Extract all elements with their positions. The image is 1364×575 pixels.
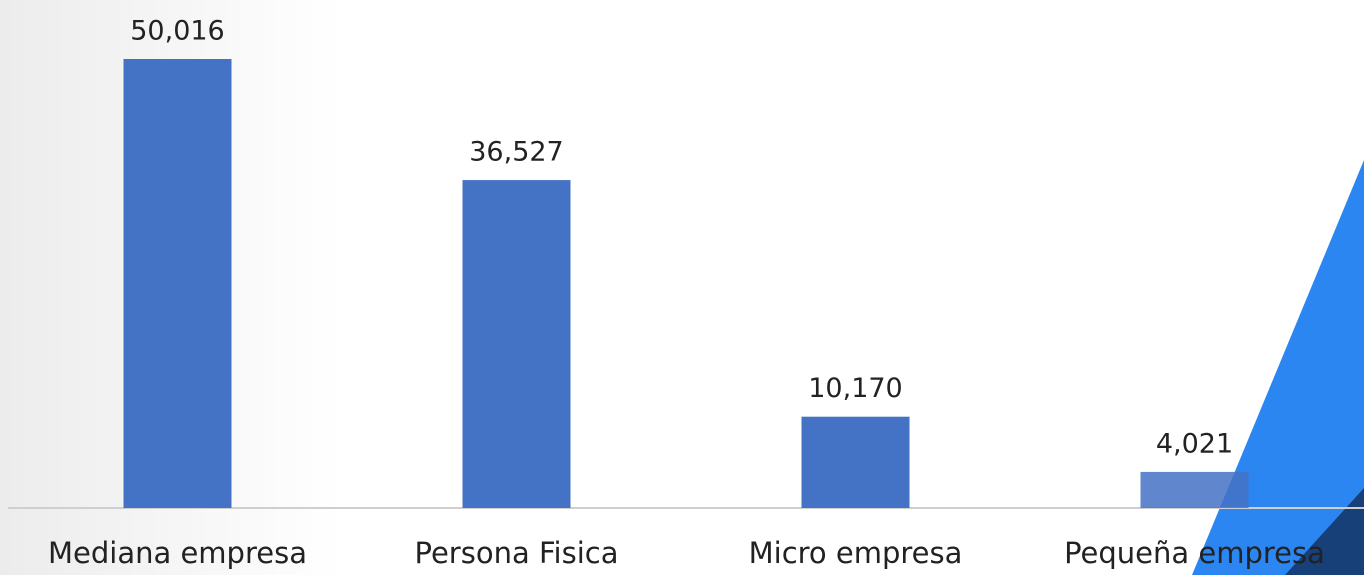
value-label: 4,021 bbox=[1156, 428, 1233, 459]
x-tick-label: Pequeña empresa bbox=[1064, 536, 1325, 570]
bar bbox=[123, 59, 232, 508]
value-label: 36,527 bbox=[469, 137, 563, 168]
value-label: 10,170 bbox=[808, 373, 902, 404]
x-tick-label: Persona Fisica bbox=[415, 536, 619, 570]
bar bbox=[462, 180, 571, 508]
bar bbox=[1140, 471, 1249, 508]
bar bbox=[801, 416, 910, 508]
x-tick-label: Mediana empresa bbox=[48, 536, 307, 570]
decor-navy bbox=[1285, 488, 1364, 575]
x-tick-label: Micro empresa bbox=[749, 536, 963, 570]
value-label: 50,016 bbox=[130, 16, 224, 47]
decor-blue bbox=[1192, 160, 1364, 575]
